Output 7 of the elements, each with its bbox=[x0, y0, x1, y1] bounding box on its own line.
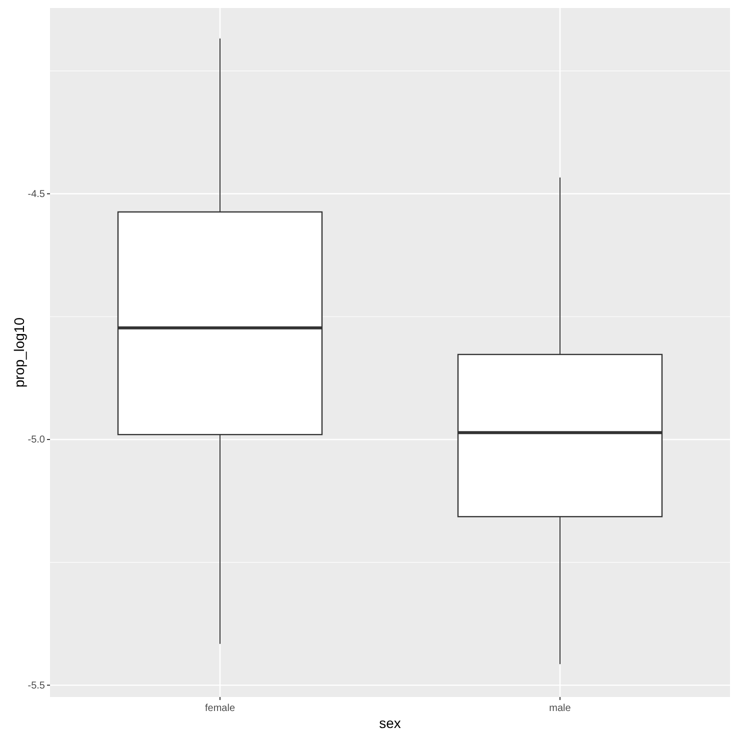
y-axis-title: prop_log10 bbox=[11, 317, 27, 388]
x-axis-title: sex bbox=[379, 715, 401, 731]
y-tick-label: -4.5 bbox=[28, 188, 46, 200]
y-tick-label: -5.0 bbox=[28, 434, 46, 446]
x-tick-label: female bbox=[204, 703, 236, 714]
y-tick-label: -5.5 bbox=[28, 680, 46, 692]
x-tick-label: male bbox=[549, 703, 572, 714]
